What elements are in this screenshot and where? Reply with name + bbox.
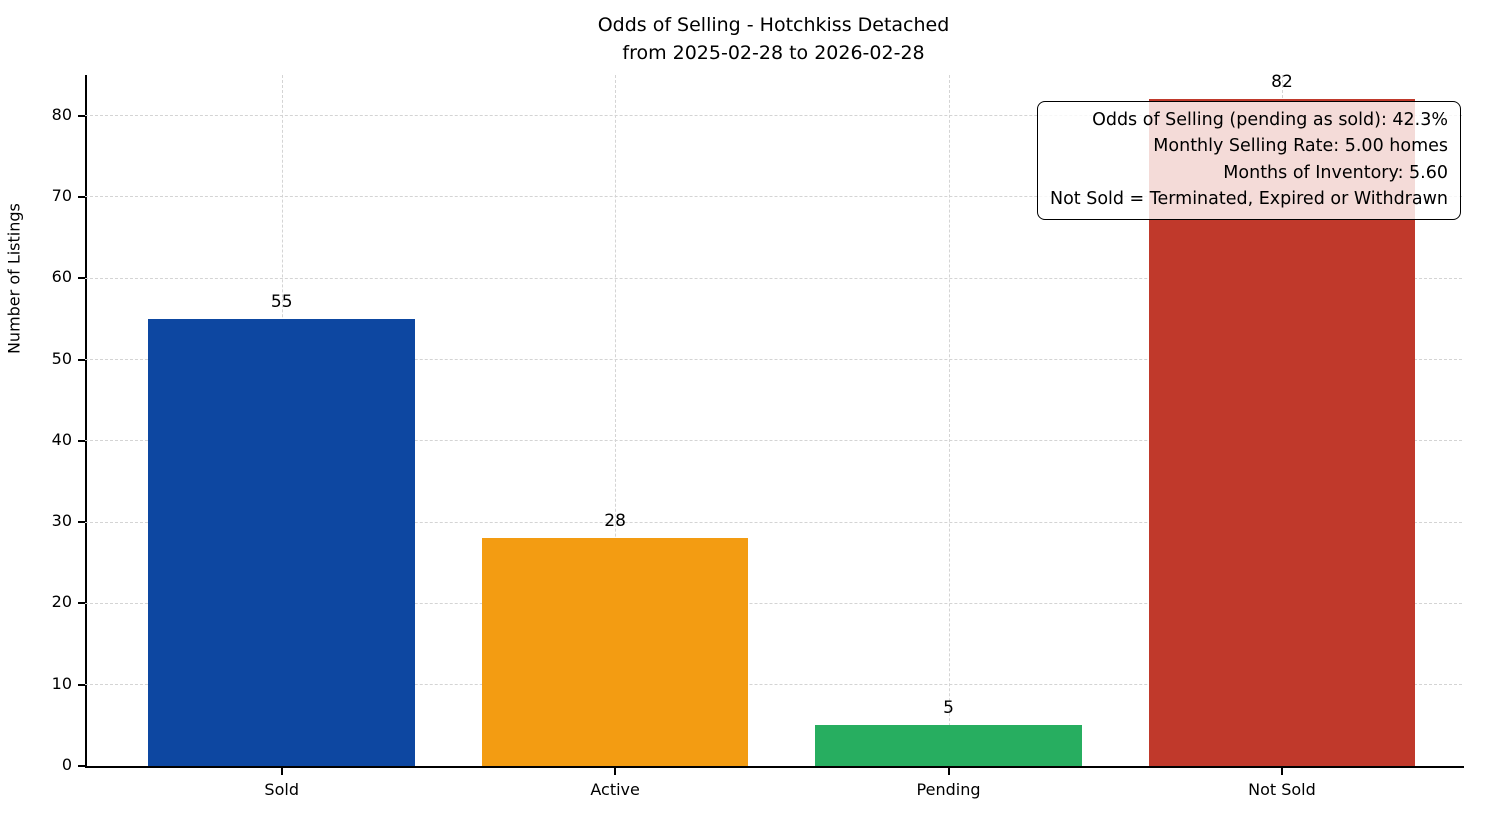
y-tick-mark — [78, 277, 85, 280]
annotation-box: Odds of Selling (pending as sold): 42.3%… — [1036, 101, 1461, 220]
horizontal-gridline — [85, 602, 1462, 604]
y-tick-label: 30 — [51, 511, 72, 531]
y-tick-mark — [78, 602, 85, 605]
y-tick-label: 50 — [51, 348, 72, 368]
bar-active — [481, 538, 749, 766]
x-tick-label-pending: Pending — [916, 780, 981, 799]
x-tick-label-active: Active — [590, 780, 640, 799]
horizontal-gridline — [85, 440, 1462, 442]
annotation-line-months-inventory: Months of Inventory: 5.60 — [1223, 162, 1448, 183]
plot-area — [85, 75, 1464, 768]
y-tick-mark — [78, 439, 85, 442]
bar-pending — [815, 725, 1082, 766]
y-tick-label: 0 — [61, 755, 72, 774]
y-tick-mark — [78, 765, 85, 767]
horizontal-gridline — [85, 115, 1462, 117]
x-tick-mark — [1280, 768, 1283, 775]
horizontal-gridline — [85, 196, 1462, 198]
y-tick-label: 70 — [51, 185, 72, 205]
bar-value-label-sold: 55 — [270, 291, 293, 312]
horizontal-gridline — [85, 277, 1462, 279]
y-tick-label: 40 — [51, 429, 72, 449]
y-tick-mark — [78, 358, 85, 361]
x-tick-mark — [947, 768, 950, 775]
y-tick-mark — [78, 114, 85, 117]
x-tick-mark — [280, 768, 283, 775]
bar-sold — [148, 318, 416, 766]
annotation-line-odds: Odds of Selling (pending as sold): 42.3% — [1092, 110, 1448, 130]
bar-value-label-active: 28 — [604, 511, 626, 532]
horizontal-gridline — [85, 684, 1462, 686]
bar-value-label-pending: 5 — [943, 698, 954, 719]
vertical-gridline — [615, 75, 617, 766]
x-tick-label-not-sold: Not Sold — [1248, 780, 1316, 799]
x-tick-mark — [614, 768, 617, 775]
horizontal-gridline — [85, 359, 1462, 361]
y-tick-label: 10 — [51, 673, 72, 693]
chart-title-line-1: Odds of Selling - Hotchkiss Detached — [597, 14, 950, 36]
x-tick-label-sold: Sold — [264, 780, 299, 799]
annotation-line-not-sold-note: Not Sold = Terminated, Expired or Withdr… — [1049, 188, 1448, 209]
chart-title-line-2: from 2025-02-28 to 2026-02-28 — [622, 42, 925, 64]
y-tick-label: 80 — [51, 104, 72, 124]
annotation-line-monthly-rate: Monthly Selling Rate: 5.00 homes — [1153, 136, 1448, 157]
horizontal-gridline — [85, 521, 1462, 523]
vertical-gridline — [948, 75, 950, 766]
y-tick-label: 60 — [51, 267, 72, 287]
y-tick-mark — [78, 683, 85, 686]
y-tick-mark — [78, 195, 85, 198]
y-tick-label: 20 — [51, 592, 72, 612]
y-tick-mark — [78, 521, 85, 524]
bar-value-label-not-sold: 82 — [1271, 72, 1293, 93]
